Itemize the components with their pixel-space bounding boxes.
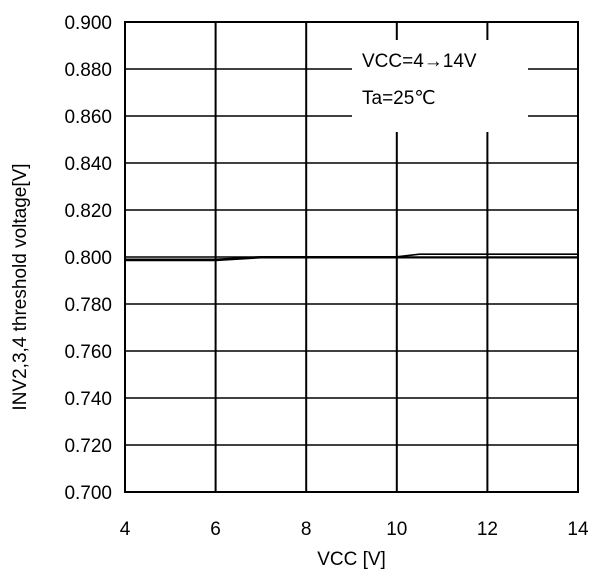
series-lines	[125, 253, 578, 262]
series-line-1	[125, 253, 578, 261]
x-tick-label: 6	[210, 519, 221, 540]
x-tick-label: 14	[567, 519, 589, 540]
annotation-vcc-range: VCC=4→14V	[362, 51, 477, 72]
x-tick-label: 12	[477, 519, 498, 540]
annotation-background	[352, 40, 528, 132]
y-tick-label: 0.840	[64, 154, 112, 175]
y-axis-label: INV2,3,4 threshold voltage[V]	[10, 163, 31, 410]
y-tick-label: 0.820	[64, 201, 112, 222]
series-line-2	[125, 256, 578, 262]
annotation-temperature: Ta=25℃	[362, 88, 436, 109]
x-axis-label: VCC [V]	[317, 549, 386, 570]
x-tick-label: 8	[301, 519, 312, 540]
y-tick-label: 0.700	[64, 483, 112, 504]
y-tick-label: 0.900	[64, 13, 112, 34]
x-tick-labels: 4 6 8 10 12 14	[120, 519, 589, 540]
y-tick-label: 0.720	[64, 436, 112, 457]
y-tick-label: 0.800	[64, 248, 112, 269]
y-tick-label: 0.740	[64, 389, 112, 410]
y-tick-label: 0.760	[64, 342, 112, 363]
x-tick-label: 4	[120, 519, 131, 540]
y-tick-labels: 0.700 0.720 0.740 0.760 0.780 0.800 0.820 0.840…	[64, 13, 112, 504]
x-tick-label: 10	[386, 519, 407, 540]
y-tick-label: 0.780	[64, 295, 112, 316]
y-tick-label: 0.860	[64, 107, 112, 128]
annotation-box: VCC=4→14V Ta=25℃	[352, 40, 528, 132]
y-tick-label: 0.880	[64, 60, 112, 81]
plot-frame	[124, 21, 579, 493]
